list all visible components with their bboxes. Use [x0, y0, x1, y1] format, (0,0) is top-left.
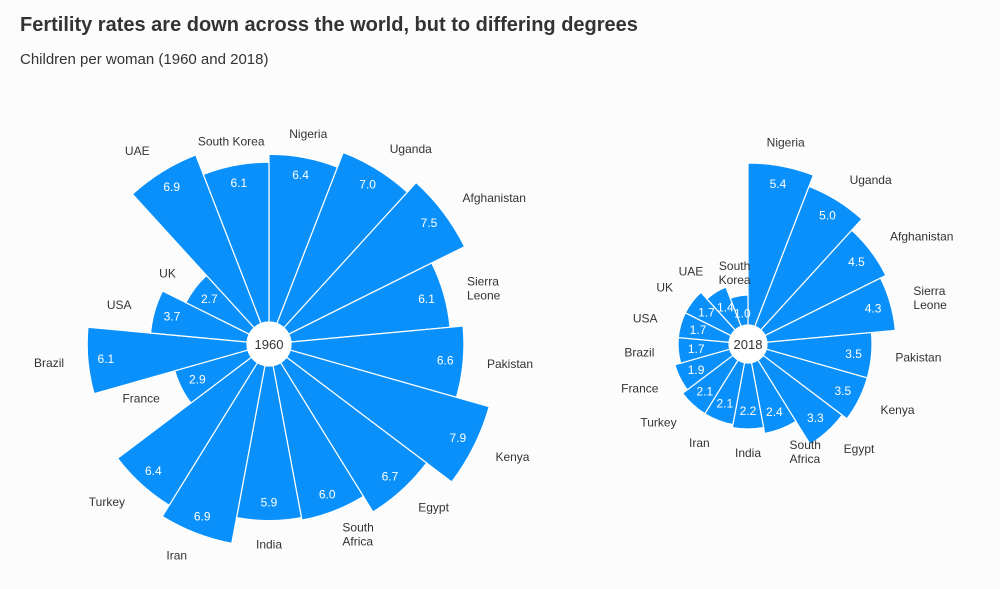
- chart-title: Fertility rates are down across the worl…: [20, 14, 638, 36]
- category-label-2018-uae: UAE: [679, 265, 704, 279]
- category-label-2018-afghanistan: Afghanistan: [890, 230, 953, 244]
- category-label-2018-france: France: [621, 382, 659, 396]
- value-label-1960-sierra-leone: 6.1: [418, 292, 435, 306]
- category-label-2018-south-korea: South Korea: [719, 259, 751, 287]
- polar-chart-2018: 5.4 Nigeria 5.0 Uganda 4.5 Afghanistan 4.3 Sier…: [621, 135, 953, 466]
- category-label-2018-uk: UK: [656, 280, 673, 294]
- polar-chart-1960: 6.4 Nigeria 7.0 Uganda 7.5 Afghanistan 6.1 Sier…: [34, 127, 533, 563]
- value-label-1960-brazil: 6.1: [98, 352, 115, 366]
- category-label-1960-turkey: Turkey: [89, 495, 125, 509]
- value-label-1960-egypt: 6.7: [382, 470, 399, 484]
- category-label-1960-france: France: [122, 391, 160, 405]
- value-label-1960-pakistan: 6.6: [437, 353, 454, 367]
- category-label-2018-nigeria: Nigeria: [767, 135, 805, 149]
- value-label-2018-brazil: 1.7: [688, 342, 705, 356]
- value-label-2018-sierra-leone: 4.3: [865, 301, 882, 315]
- category-label-1960-kenya: Kenya: [495, 450, 529, 464]
- value-label-2018-nigeria: 5.4: [770, 177, 787, 191]
- category-label-1960-uk: UK: [159, 267, 176, 281]
- category-label-2018-sierra-leone: Sierra Leone: [913, 284, 947, 312]
- category-label-1960-brazil: Brazil: [34, 356, 64, 370]
- value-label-1960-france: 2.9: [189, 373, 206, 387]
- value-label-2018-india: 2.2: [740, 404, 757, 418]
- category-label-2018-brazil: Brazil: [624, 346, 654, 360]
- value-label-1960-kenya: 7.9: [450, 431, 467, 445]
- category-label-2018-south-africa: South Africa: [790, 438, 821, 466]
- value-label-2018-egypt: 3.3: [807, 411, 824, 425]
- category-label-1960-iran: Iran: [166, 548, 187, 562]
- category-label-2018-uganda: Uganda: [850, 173, 892, 187]
- value-label-2018-france: 1.9: [688, 363, 705, 377]
- category-label-1960-sierra-leone: Sierra Leone: [467, 275, 501, 303]
- category-label-1960-egypt: Egypt: [418, 501, 449, 515]
- category-label-1960-usa: USA: [107, 298, 132, 312]
- center-hub-1960: [246, 321, 292, 367]
- value-label-2018-kenya: 3.5: [835, 384, 852, 398]
- value-label-2018-pakistan: 3.5: [845, 347, 862, 361]
- value-label-2018-afghanistan: 4.5: [848, 255, 865, 269]
- year-label-2018: 2018: [734, 337, 763, 352]
- value-label-1960-turkey: 6.4: [145, 464, 162, 478]
- value-label-1960-nigeria: 6.4: [292, 168, 309, 182]
- value-label-2018-south-africa: 2.4: [766, 405, 783, 419]
- value-label-1960-uae: 6.9: [163, 180, 180, 194]
- value-label-2018-usa: 1.7: [690, 323, 707, 337]
- category-label-2018-usa: USA: [633, 311, 658, 325]
- category-label-2018-kenya: Kenya: [880, 403, 914, 417]
- value-label-1960-india: 5.9: [261, 496, 278, 510]
- category-label-2018-india: India: [735, 446, 761, 460]
- category-label-1960-south-africa: South Africa: [342, 520, 373, 548]
- year-label-1960: 1960: [255, 337, 284, 352]
- category-label-1960-uganda: Uganda: [390, 142, 432, 156]
- value-label-1960-south-africa: 6.0: [319, 487, 336, 501]
- category-label-2018-pakistan: Pakistan: [895, 351, 941, 365]
- category-label-2018-egypt: Egypt: [844, 442, 875, 456]
- category-label-1960-afghanistan: Afghanistan: [463, 191, 526, 205]
- value-label-1960-afghanistan: 7.5: [421, 216, 438, 230]
- value-label-2018-uk: 1.7: [698, 306, 715, 320]
- value-label-1960-south-korea: 6.1: [231, 176, 248, 190]
- category-label-1960-nigeria: Nigeria: [289, 127, 327, 141]
- value-label-2018-turkey: 2.1: [697, 384, 714, 398]
- category-label-2018-iran: Iran: [689, 436, 710, 450]
- center-hub-2018: [728, 324, 768, 364]
- category-label-1960-pakistan: Pakistan: [487, 357, 533, 371]
- value-label-2018-uganda: 5.0: [819, 209, 836, 223]
- value-label-1960-uganda: 7.0: [359, 178, 376, 192]
- value-label-1960-iran: 6.9: [194, 509, 211, 523]
- chart-subtitle: Children per woman (1960 and 2018): [20, 51, 269, 68]
- value-label-2018-uae: 1.4: [717, 300, 734, 314]
- value-label-2018-iran: 2.1: [717, 397, 734, 411]
- category-label-1960-india: India: [256, 538, 282, 552]
- value-label-2018-south-korea: 1.0: [734, 307, 751, 321]
- category-label-1960-south-korea: South Korea: [198, 135, 265, 149]
- category-label-2018-turkey: Turkey: [640, 415, 676, 429]
- value-label-1960-usa: 3.7: [164, 309, 181, 323]
- value-label-1960-uk: 2.7: [201, 292, 218, 306]
- category-label-1960-uae: UAE: [125, 144, 150, 158]
